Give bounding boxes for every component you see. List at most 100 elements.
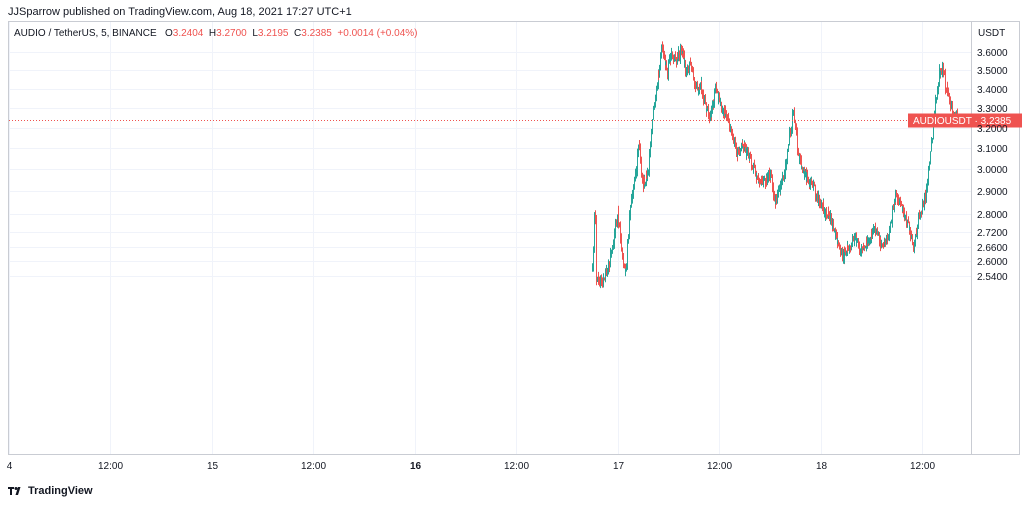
candle-body-down [619,222,620,226]
y-tick-label: 3.5000 [977,66,1008,77]
candle-body-down [948,90,949,95]
candle-body-down [845,252,846,256]
candle-body-up [637,163,638,172]
candle-body-up [834,229,835,231]
candle-body-down [858,241,859,249]
candle-body-down [794,111,795,122]
candle-body-down [820,203,821,205]
candle-body-down [916,232,917,234]
currency-label[interactable]: USDT [978,28,1006,39]
candle-body-up [884,238,885,247]
candle-body-down [774,196,775,198]
candle-body-down [755,167,756,175]
tradingview-logo[interactable]: TradingView [8,485,93,497]
candle-body-down [719,95,720,101]
candle-body-down [596,218,597,251]
candle-body-down [727,114,728,119]
candle-body-up [610,253,611,258]
y-tick-label: 2.5400 [977,272,1008,283]
grid-layer [9,22,971,454]
candle-body-down [748,149,749,158]
candle-body-down [864,246,865,248]
candle-body-down [943,64,944,73]
candle-body-down [695,84,696,88]
x-tick-label: 12:00 [504,461,529,472]
candle-body-down [606,268,607,274]
candle-body-down [598,276,599,282]
chart-pane[interactable] [8,21,972,455]
candle-body-up [707,108,708,110]
candle-body-up [914,242,915,248]
candle-body-up [844,252,845,259]
candle-body-up [696,85,697,87]
candle-body-down [725,108,726,114]
publish-info: JJSparrow published on TradingView.com, … [8,6,352,18]
high-value: 3.2700 [216,28,247,39]
candle-body-up [710,115,711,119]
candle-body-up [888,238,889,241]
candle-body-up [937,90,938,98]
candle-body-up [930,151,931,162]
symbol-legend[interactable]: AUDIO / TetherUS, 5, BINANCE O3.2404 H3.… [14,28,417,39]
candle-body-up [660,56,661,58]
x-tick-label: 12:00 [301,461,326,472]
candle-body-down [751,160,752,168]
candle-body-up [746,152,747,155]
candle-body-up [741,143,742,152]
candle-body-down [912,234,913,245]
candle-body-up [600,276,601,285]
candle-body-up [670,55,671,61]
price-axis[interactable] [972,21,1020,455]
candle-body-down [808,177,809,183]
candle-body-up [669,56,670,63]
candle-body-up [713,102,714,107]
candle-body-up [929,163,930,171]
candle-body-down [609,264,610,267]
candle-body-up [846,252,847,256]
candle-body-up [931,142,932,152]
candle-body-down [944,72,945,74]
candle-body-down [699,85,700,89]
candle-body-down [666,63,667,69]
candle-body-down [919,215,920,218]
candle-body-down [819,195,820,204]
candle-body-up [603,278,604,282]
candle-body-down [946,90,947,93]
open-key: O [164,28,173,39]
candle-body-down [683,51,684,55]
candle-body-up [779,189,780,191]
candle-body-up [680,46,681,53]
candle-body-up [876,231,877,234]
candle-body-down [685,63,686,73]
candle-body-up [677,54,678,65]
candle-body-down [833,222,834,231]
candle-body-up [700,87,701,89]
candle-layer [592,41,958,289]
candle-body-up [756,177,757,179]
candle-body-down [706,103,707,113]
candle-body-down [906,218,907,225]
candle-body-down [896,194,897,197]
candle-body-up [740,151,741,154]
candle-body-down [822,202,823,211]
x-tick-layer: 4 12:00 15 12:00 16 12:00 17 12:00 18 12:00 [7,461,936,472]
candle-body-up [657,84,658,87]
candle-body-down [761,177,762,181]
candle-body-down [952,101,953,113]
candle-body-down [624,264,625,266]
candle-body-down [797,132,798,149]
candle-body-down [664,53,665,57]
candle-body-down [616,222,617,226]
x-tick-label: 15 [207,461,219,472]
candle-body-up [612,245,613,251]
candle-body-up [768,172,769,174]
candle-body-up [874,227,875,230]
candle-body-up [671,53,672,56]
overlay-layer: AUDIOUSDT · 3.2385 [9,113,1022,128]
candle-body-down [716,84,717,92]
candle-body-down [721,102,722,112]
candle-body-up [889,227,890,239]
candle-body-up [633,187,634,194]
candle-body-up [632,193,633,199]
candle-body-down [733,135,734,143]
